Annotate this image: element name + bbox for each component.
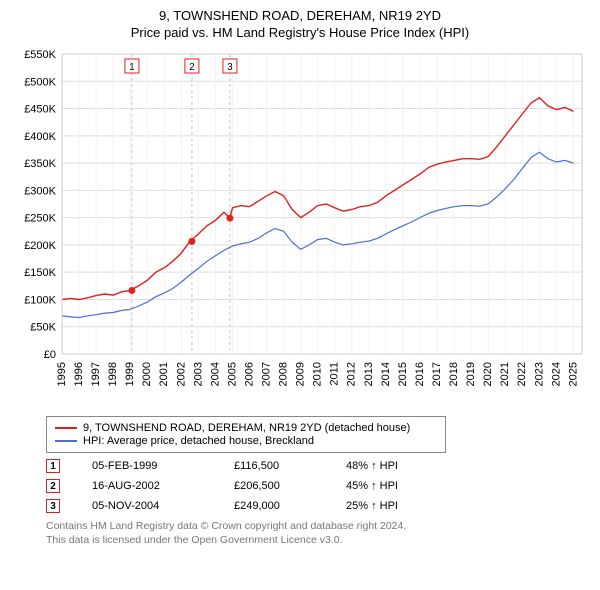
x-axis-label: 2005 xyxy=(226,362,238,386)
x-axis-label: 2025 xyxy=(567,362,579,386)
chart-container: 9, TOWNSHEND ROAD, DEREHAM, NR19 2YD Pri… xyxy=(0,0,600,557)
x-axis-label: 2000 xyxy=(141,362,153,386)
sale-marker: 1 xyxy=(46,459,60,473)
x-axis-label: 2010 xyxy=(312,362,324,386)
y-axis-label: £500K xyxy=(24,76,56,88)
x-axis-label: 2003 xyxy=(192,362,204,386)
y-axis-label: £400K xyxy=(24,131,56,143)
legend-label: HPI: Average price, detached house, Brec… xyxy=(83,435,314,447)
sales-row: 1 05-FEB-1999 £116,500 48% ↑ HPI xyxy=(46,459,580,473)
attribution-line1: Contains HM Land Registry data © Crown c… xyxy=(46,519,580,533)
legend: 9, TOWNSHEND ROAD, DEREHAM, NR19 2YD (de… xyxy=(46,416,446,453)
sale-marker-label: 1 xyxy=(129,62,135,73)
y-axis-label: £200K xyxy=(24,240,56,252)
title-block: 9, TOWNSHEND ROAD, DEREHAM, NR19 2YD Pri… xyxy=(10,8,590,40)
x-axis-label: 2009 xyxy=(295,362,307,386)
x-axis-label: 2004 xyxy=(209,362,221,386)
x-axis-label: 2007 xyxy=(260,362,272,386)
y-axis-label: £450K xyxy=(24,104,56,116)
x-axis-label: 1999 xyxy=(124,362,136,386)
x-axis-label: 1997 xyxy=(90,362,102,386)
title-address: 9, TOWNSHEND ROAD, DEREHAM, NR19 2YD xyxy=(10,8,590,23)
y-axis-label: £100K xyxy=(24,294,56,306)
sales-row: 2 16-AUG-2002 £206,500 45% ↑ HPI xyxy=(46,479,580,493)
sale-pct: 25% ↑ HPI xyxy=(346,500,426,512)
sales-table: 1 05-FEB-1999 £116,500 48% ↑ HPI 2 16-AUG-200… xyxy=(46,459,580,513)
line-chart-svg: £0 £50K £100K £150K £200K £250K £300K £350K £400… xyxy=(10,48,590,408)
x-axis-label: 2011 xyxy=(329,362,341,386)
legend-swatch xyxy=(55,427,77,429)
sale-date: 16-AUG-2002 xyxy=(92,480,202,492)
sale-pct: 48% ↑ HPI xyxy=(346,460,426,472)
sale-price: £249,000 xyxy=(234,500,314,512)
x-axis-label: 2019 xyxy=(465,362,477,386)
x-axis-label: 2016 xyxy=(414,362,426,386)
x-axis-label: 2014 xyxy=(380,362,392,386)
attribution-line2: This data is licensed under the Open Gov… xyxy=(46,533,580,547)
sale-price: £206,500 xyxy=(234,480,314,492)
sale-marker: 3 xyxy=(46,499,60,513)
x-axis-label: 2002 xyxy=(175,362,187,386)
legend-label: 9, TOWNSHEND ROAD, DEREHAM, NR19 2YD (de… xyxy=(83,422,410,434)
x-axis-label: 2022 xyxy=(516,362,528,386)
x-axis-label: 2012 xyxy=(346,362,358,386)
attribution: Contains HM Land Registry data © Crown c… xyxy=(46,519,580,547)
chart-area: £0 £50K £100K £150K £200K £250K £300K £350K £400… xyxy=(10,48,590,408)
sale-marker-label: 2 xyxy=(189,62,195,73)
x-axis-label: 1996 xyxy=(73,362,85,386)
x-axis-label: 2006 xyxy=(243,362,255,386)
sale-marker: 2 xyxy=(46,479,60,493)
sale-point xyxy=(128,287,135,294)
sales-row: 3 05-NOV-2004 £249,000 25% ↑ HPI xyxy=(46,499,580,513)
x-axis-label: 2008 xyxy=(278,362,290,386)
y-axis-label: £0 xyxy=(44,349,56,361)
y-axis-label: £50K xyxy=(30,322,56,334)
x-axis-label: 2017 xyxy=(431,362,443,386)
legend-row: 9, TOWNSHEND ROAD, DEREHAM, NR19 2YD (de… xyxy=(55,422,437,434)
y-axis-label: £250K xyxy=(24,213,56,225)
legend-row: HPI: Average price, detached house, Brec… xyxy=(55,435,437,447)
x-axis-label: 2024 xyxy=(550,362,562,386)
sale-point xyxy=(226,215,233,222)
x-axis-label: 1998 xyxy=(107,362,119,386)
sale-date: 05-NOV-2004 xyxy=(92,500,202,512)
x-axis-label: 2023 xyxy=(533,362,545,386)
x-axis-label: 2018 xyxy=(448,362,460,386)
y-axis-label: £550K xyxy=(24,49,56,61)
sale-marker-label: 3 xyxy=(227,62,233,73)
x-axis-label: 1995 xyxy=(56,362,68,386)
x-axis-label: 2015 xyxy=(397,362,409,386)
y-axis-label: £300K xyxy=(24,185,56,197)
x-axis-label: 2013 xyxy=(363,362,375,386)
x-axis-label: 2020 xyxy=(482,362,494,386)
legend-swatch xyxy=(55,440,77,442)
sale-price: £116,500 xyxy=(234,460,314,472)
y-axis-label: £150K xyxy=(24,267,56,279)
x-axis-label: 2001 xyxy=(158,362,170,386)
sale-point xyxy=(188,238,195,245)
y-axis-label: £350K xyxy=(24,158,56,170)
title-subtitle: Price paid vs. HM Land Registry's House … xyxy=(10,25,590,40)
sale-pct: 45% ↑ HPI xyxy=(346,480,426,492)
x-axis-label: 2021 xyxy=(499,362,511,386)
sale-date: 05-FEB-1999 xyxy=(92,460,202,472)
